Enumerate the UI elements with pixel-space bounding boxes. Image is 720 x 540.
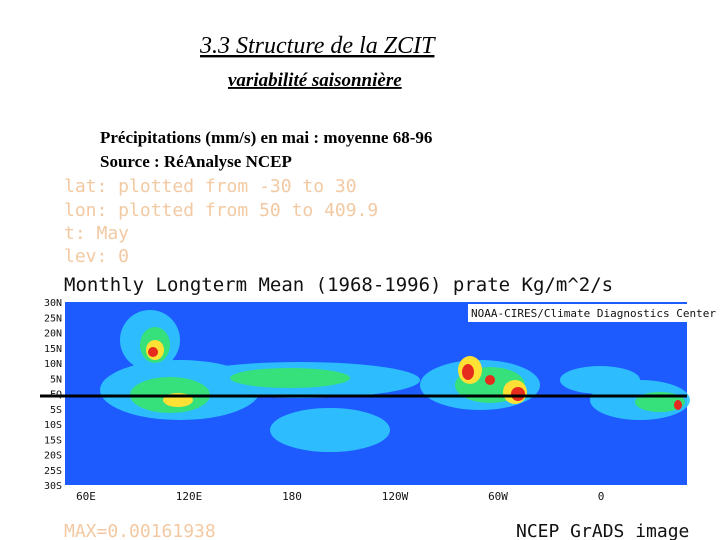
lon-label: 0 [598, 490, 605, 503]
lat-label: 10S [44, 420, 62, 431]
map-credit: NOAA-CIRES/Climate Diagnostics Center [471, 307, 716, 320]
lat-labels: 30N 25N 20N 15N 10N 5N EQ 5S 10S 15S 20S 25S 30S [44, 298, 62, 492]
map-title: Monthly Longterm Mean (1968-1996) prate … [64, 274, 613, 296]
lat-label: 30S [44, 481, 62, 492]
lat-label: 15S [44, 435, 62, 446]
lon-label: 60E [76, 490, 96, 503]
lat-label: 25N [44, 313, 62, 324]
caption: Source : RéAnalyse NCEP [100, 152, 292, 171]
slide-subtitle: variabilité saisonnière [228, 70, 402, 91]
lat-label: 10N [44, 359, 62, 370]
credit-box [468, 304, 687, 322]
info-line: lev: 0 [64, 246, 129, 267]
lat-label: 20S [44, 451, 62, 462]
caption: Précipitations (mm/s) en mai : moyenne 6… [100, 128, 432, 147]
lon-labels: 60E 120E 180 120W 60W 0 [76, 490, 604, 503]
map-footer: NCEP GrADS image [516, 521, 689, 540]
lon-label: 120W [382, 490, 409, 503]
info-line: lat: plotted from -30 to 30 [64, 176, 357, 197]
lat-label: EQ [50, 390, 62, 401]
slide-title: 3.3 Structure de la ZCIT [199, 33, 436, 59]
lat-label: 5S [50, 405, 62, 416]
lon-label: 180 [282, 490, 302, 503]
map-field: NOAA-CIRES/Climate Diagnostics Center [40, 302, 716, 485]
lon-label: 60W [488, 490, 508, 503]
lon-label: 120E [176, 490, 203, 503]
info-line: t: May [64, 223, 129, 244]
lat-label: 5N [50, 374, 62, 385]
lat-label: 30N [44, 298, 62, 309]
map-max: MAX=0.00161938 [64, 521, 216, 540]
lat-label: 15N [44, 344, 62, 355]
map-info: lat: plotted from -30 to 30 lon: plotted… [64, 176, 378, 267]
lat-label: 25S [44, 466, 62, 477]
info-line: lon: plotted from 50 to 409.9 [64, 200, 378, 221]
lat-label: 20N [44, 329, 62, 340]
